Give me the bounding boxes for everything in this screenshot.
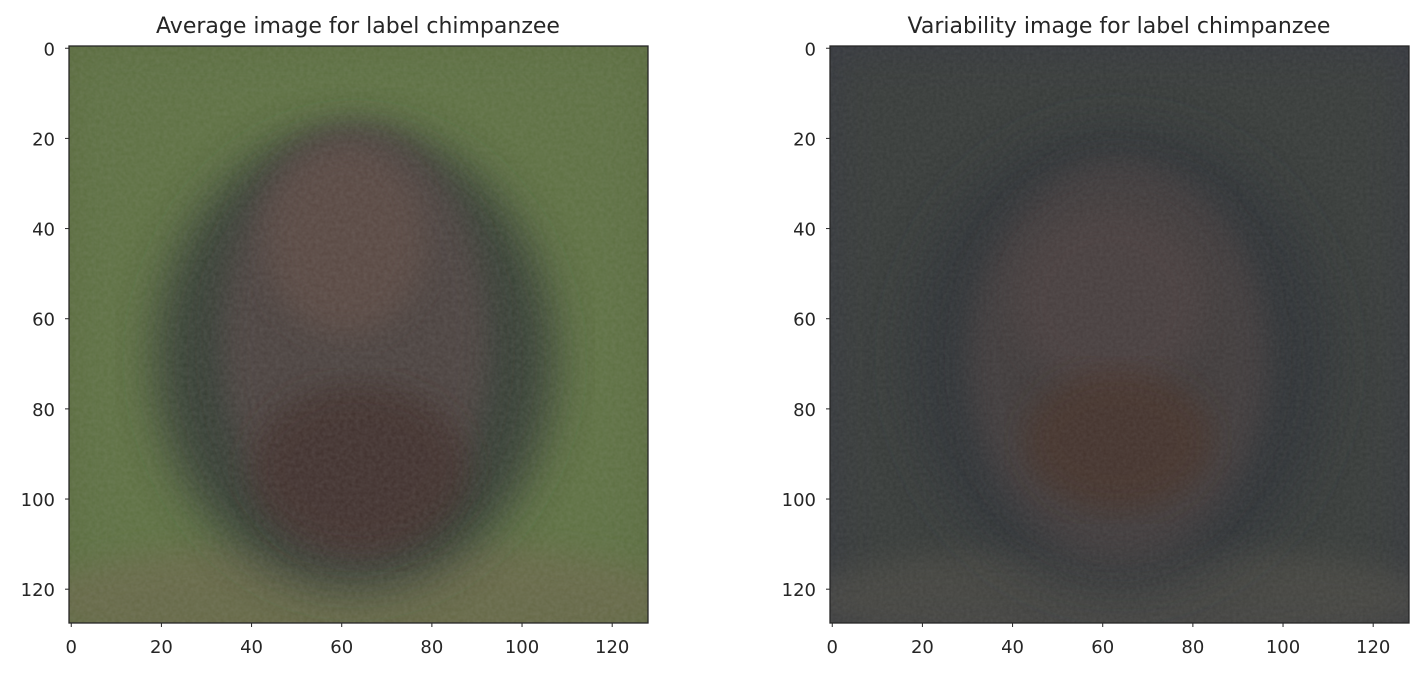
- x-tick-label: 0: [66, 637, 77, 658]
- x-tick-label: 60: [330, 637, 353, 658]
- variability-image-panel: Variability image for label chimpanzee 0…: [782, 14, 1410, 658]
- x-tick-label: 20: [911, 637, 934, 658]
- y-tick-label: 20: [793, 129, 816, 150]
- image-noise: [69, 46, 648, 623]
- y-tick-label: 80: [32, 400, 55, 421]
- x-tick-label: 20: [150, 637, 173, 658]
- axes-frame: [829, 45, 1410, 624]
- y-tick-label: 40: [793, 220, 816, 241]
- x-tick-label: 80: [420, 637, 443, 658]
- y-tick-label: 0: [805, 39, 816, 60]
- x-tick-label: 100: [1266, 637, 1300, 658]
- variability-image: [830, 46, 1409, 623]
- x-axis-ticks: 0 20 40 60 80 100 120: [827, 623, 1390, 658]
- average-image: [69, 46, 648, 623]
- variability-image-title: Variability image for label chimpanzee: [908, 14, 1331, 39]
- y-tick-label: 60: [32, 310, 55, 331]
- average-image-title: Average image for label chimpanzee: [156, 14, 560, 39]
- x-axis-ticks: 0 20 40 60 80 100 120: [66, 623, 629, 658]
- y-tick-label: 100: [782, 490, 816, 511]
- y-tick-label: 0: [44, 39, 55, 60]
- y-tick-label: 40: [32, 220, 55, 241]
- y-tick-label: 100: [21, 490, 55, 511]
- image-noise: [830, 46, 1409, 623]
- y-axis-ticks: 0 20 40 60 80 100 120: [782, 39, 830, 601]
- x-tick-label: 100: [505, 637, 539, 658]
- average-image-panel: Average image for label chimpanzee 0 20 40…: [21, 14, 649, 658]
- x-tick-label: 120: [1356, 637, 1390, 658]
- y-tick-label: 20: [32, 129, 55, 150]
- y-tick-label: 120: [21, 580, 55, 601]
- axes-frame: [68, 45, 649, 624]
- x-tick-label: 60: [1091, 637, 1114, 658]
- x-tick-label: 120: [595, 637, 629, 658]
- x-tick-label: 80: [1181, 637, 1204, 658]
- y-tick-label: 80: [793, 400, 816, 421]
- y-axis-ticks: 0 20 40 60 80 100 120: [21, 39, 69, 601]
- y-tick-label: 60: [793, 310, 816, 331]
- x-tick-label: 40: [240, 637, 263, 658]
- x-tick-label: 40: [1001, 637, 1024, 658]
- x-tick-label: 0: [827, 637, 838, 658]
- y-tick-label: 120: [782, 580, 816, 601]
